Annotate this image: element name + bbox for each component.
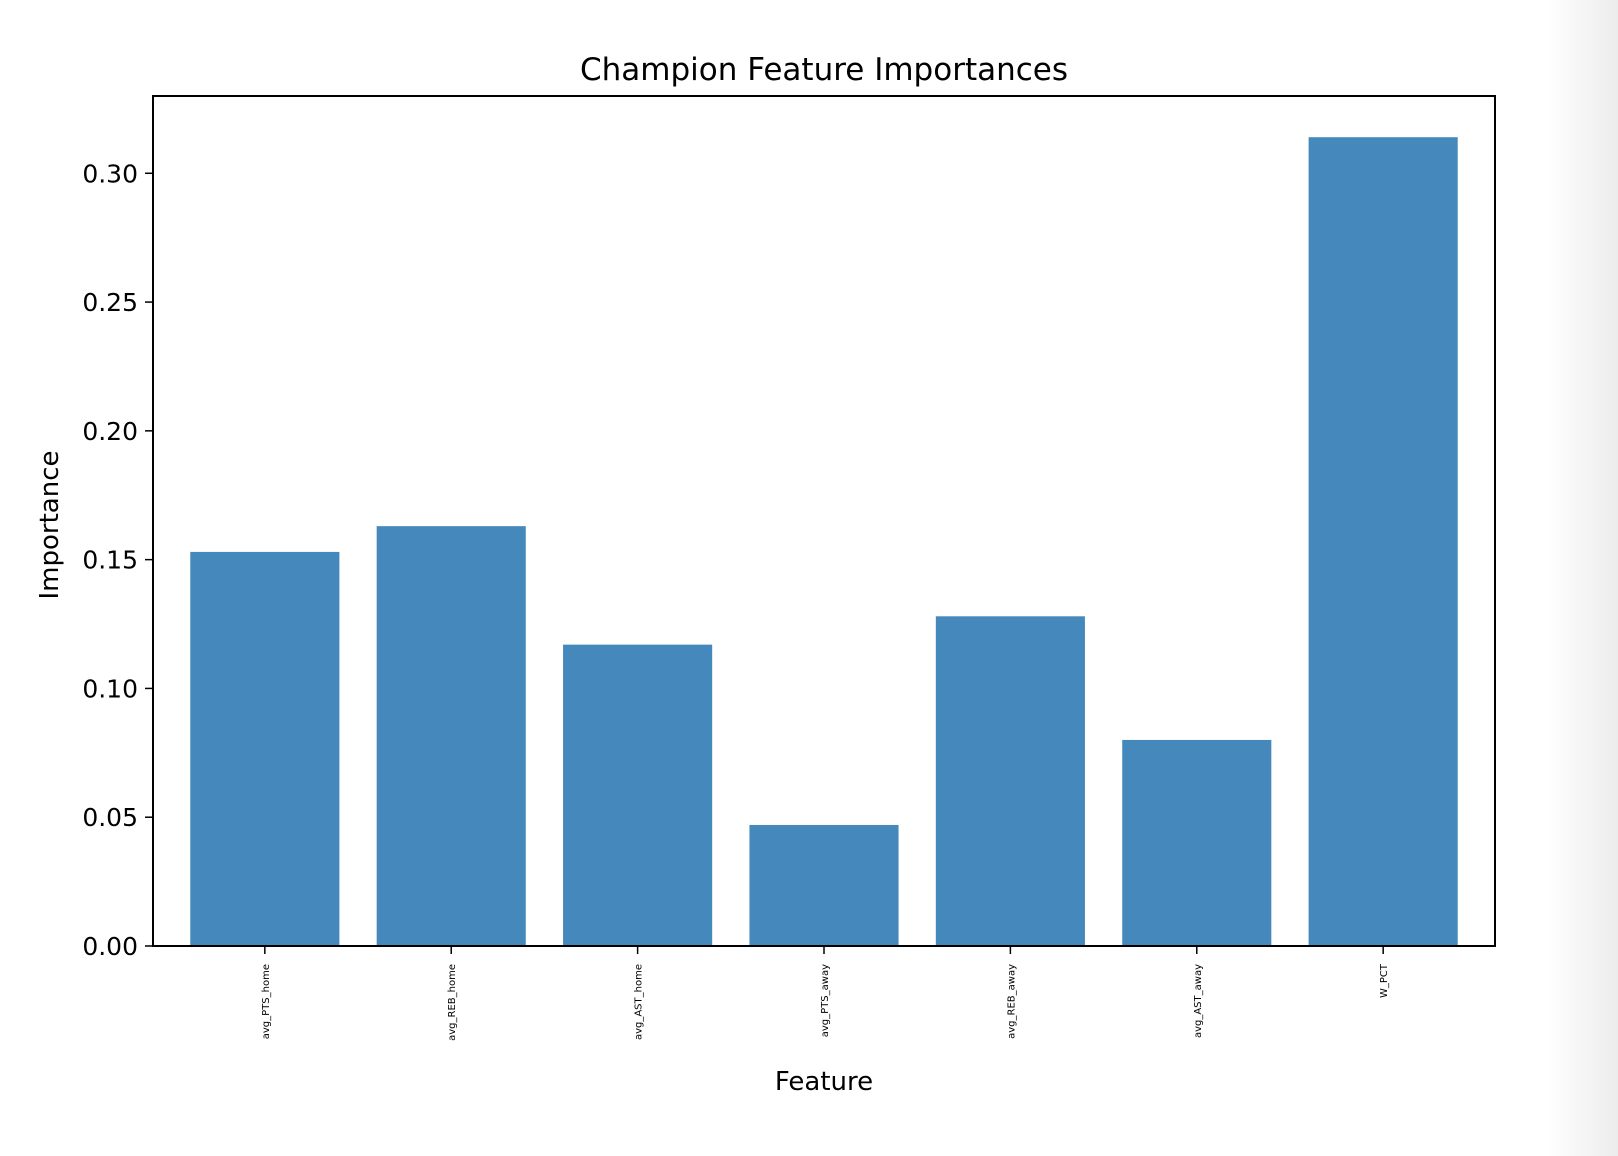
x-tick-label: avg_PTS_away (820, 964, 831, 1037)
x-tick-label: avg_AST_away (1193, 964, 1204, 1038)
plot-frame (152, 95, 1496, 947)
bar-avg-pts-home (190, 551, 340, 946)
y-tick-label: 0.05 (82, 803, 138, 832)
feature-importance-chart: Champion Feature Importances 0.00 0.05 0.1… (35, 52, 1496, 1097)
x-tick-label: avg_AST_home (634, 964, 645, 1040)
bar-avg-ast-home (563, 644, 713, 946)
y-axis-label: Importance (35, 451, 65, 600)
x-tick-label: W_PCT (1379, 963, 1390, 998)
y-tick-label: 0.25 (82, 288, 138, 317)
y-tick-label: 0.20 (82, 417, 138, 446)
bar-avg-pts-away (749, 824, 899, 946)
x-tick-label: avg_PTS_home (261, 964, 272, 1039)
y-tick-label: 0.00 (82, 932, 138, 961)
bar-avg-reb-away (935, 616, 1085, 946)
y-tick-label: 0.15 (82, 546, 138, 575)
bar-avg-ast-away (1122, 739, 1272, 946)
x-tick-label: avg_REB_home (447, 964, 458, 1041)
bar-w-pct (1308, 137, 1458, 946)
chart-title: Champion Feature Importances (580, 52, 1068, 88)
y-tick-label: 0.10 (82, 674, 138, 703)
x-axis: avg_PTS_home avg_REB_home avg_AST_home avg_… (261, 946, 1390, 1041)
y-axis: 0.00 0.05 0.10 0.15 0.20 0.25 0.30 (82, 159, 153, 961)
bar-avg-reb-home (376, 526, 526, 946)
y-tick-label: 0.30 (82, 159, 138, 188)
x-axis-label: Feature (775, 1067, 873, 1097)
bars-group (190, 137, 1458, 946)
x-tick-label: avg_REB_away (1006, 964, 1017, 1039)
